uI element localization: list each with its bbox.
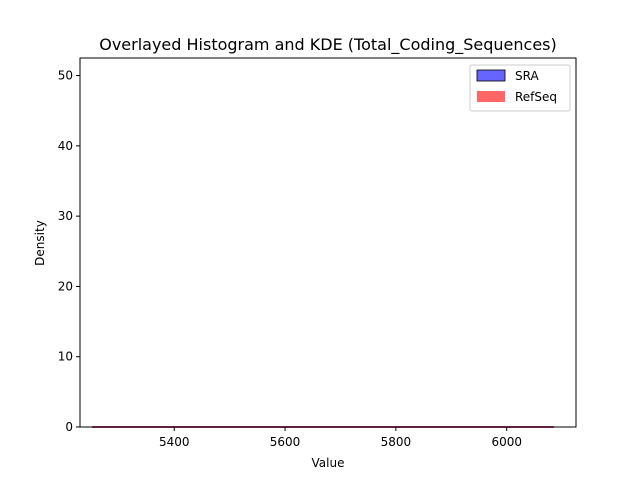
legend: SRA RefSeq	[469, 64, 571, 112]
y-tick-label: 10	[58, 350, 73, 364]
y-tick-label: 0	[65, 420, 73, 434]
x-tick-label: 5800	[381, 435, 412, 449]
y-tick-label: 50	[58, 69, 73, 83]
y-tick-label: 20	[58, 279, 73, 293]
x-axis: 5400 5600 5800 6000	[159, 427, 522, 449]
legend-swatch-sra	[476, 69, 506, 82]
x-axis-label: Value	[312, 456, 345, 470]
y-tick-label: 40	[58, 139, 73, 153]
x-tick-label: 5600	[270, 435, 301, 449]
legend-label-refseq: RefSeq	[515, 90, 557, 104]
y-tick-label: 30	[58, 209, 73, 223]
legend-label-sra: SRA	[515, 69, 539, 83]
x-tick-label: 5400	[159, 435, 190, 449]
legend-swatch-refseq	[477, 91, 505, 102]
y-axis-label: Density	[33, 220, 47, 266]
x-tick-label: 6000	[491, 435, 522, 449]
plot-frame	[79, 57, 577, 428]
y-axis: 0 10 20 30 40 50	[58, 69, 80, 434]
chart-title: Overlayed Histogram and KDE (Total_Codin…	[99, 35, 557, 55]
